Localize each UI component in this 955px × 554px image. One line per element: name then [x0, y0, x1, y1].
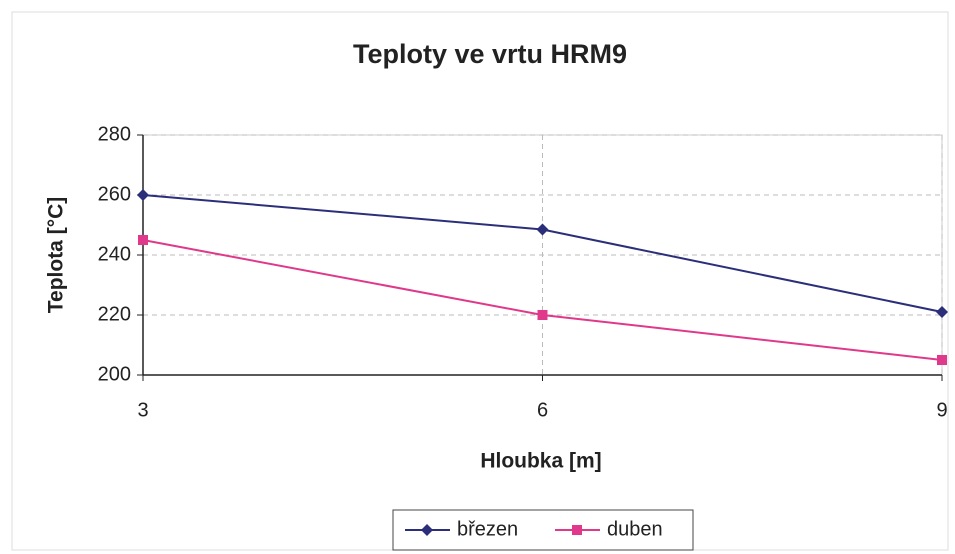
y-tick-label: 240: [98, 243, 131, 265]
x-axis-label: Hloubka [m]: [480, 450, 601, 473]
marker: [536, 223, 549, 236]
y-tick-label: 200: [98, 363, 131, 385]
legend-marker: [572, 525, 582, 535]
legend-marker: [421, 524, 433, 536]
marker: [137, 189, 149, 201]
legend-label: březen: [457, 518, 518, 540]
chart-title: Teploty ve vrtu HRM9: [353, 39, 627, 69]
marker: [937, 355, 947, 365]
marker: [936, 306, 948, 318]
y-tick-label: 220: [98, 303, 131, 325]
y-tick-label: 260: [98, 183, 131, 205]
x-tick-label: 6: [537, 399, 548, 421]
marker: [138, 235, 148, 245]
legend-label: duben: [607, 518, 663, 540]
y-tick-label: 280: [98, 123, 131, 145]
x-tick-label: 3: [137, 399, 148, 421]
y-axis-label: Teplota [°C]: [45, 197, 68, 314]
x-tick-label: 9: [936, 399, 947, 421]
marker: [537, 310, 548, 320]
